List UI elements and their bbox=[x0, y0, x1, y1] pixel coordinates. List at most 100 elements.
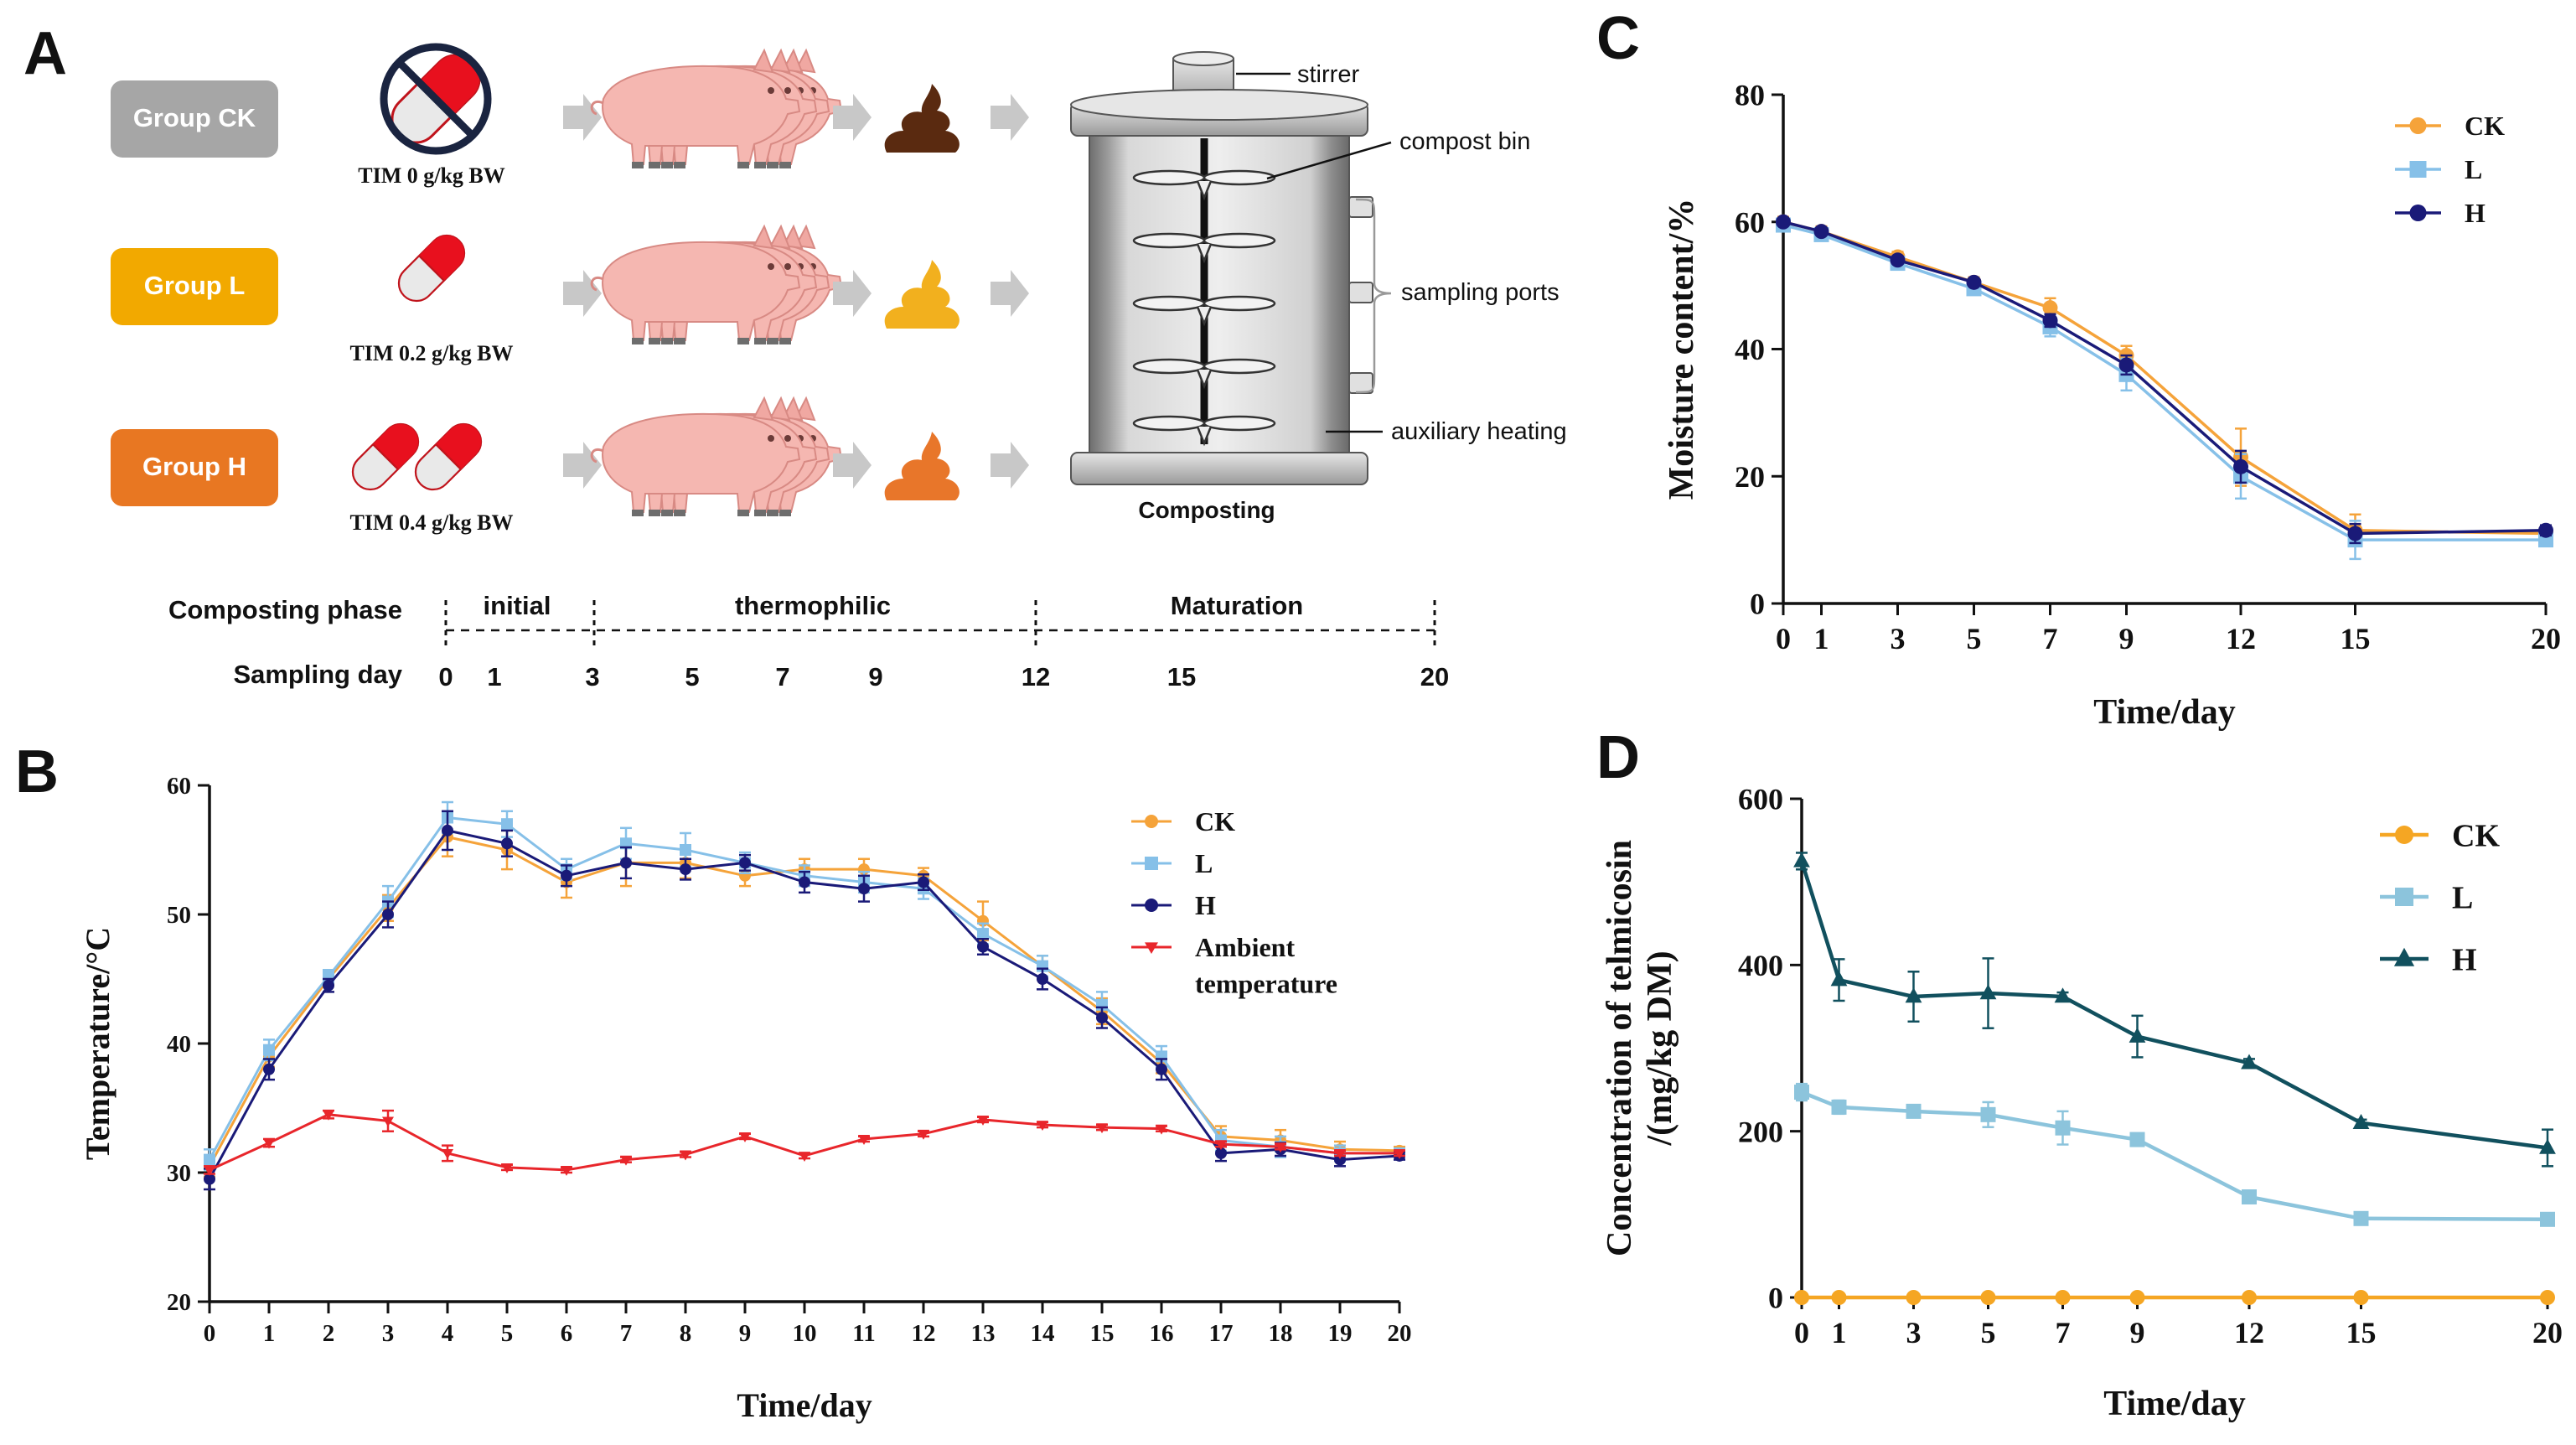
data-point bbox=[1776, 214, 1791, 230]
y-tick-label: 50 bbox=[167, 902, 191, 929]
data-point bbox=[1794, 1290, 1809, 1305]
sampling-port-icons bbox=[1348, 196, 1373, 394]
legend-label: L bbox=[2465, 154, 2482, 184]
data-point bbox=[2129, 1132, 2145, 1147]
sampling-timeline: Composting phase Sampling day initial th… bbox=[168, 591, 1449, 691]
panel-label-b: B bbox=[15, 738, 59, 805]
y-tick-label: 40 bbox=[167, 1031, 191, 1058]
sampling-day-tick: 9 bbox=[868, 662, 882, 691]
composting-reactor: stirrer compost bin sampling ports auxil… bbox=[1070, 51, 1567, 523]
x-axis-title: Time/day bbox=[2103, 1385, 2246, 1423]
data-point bbox=[2054, 987, 2072, 1003]
x-tick-label: 15 bbox=[1090, 1320, 1115, 1347]
data-point bbox=[2233, 458, 2248, 474]
legend-label: CK bbox=[2465, 111, 2505, 141]
legend-label: Ambient temperature bbox=[1195, 932, 1337, 998]
y-tick-label: 20 bbox=[167, 1289, 191, 1316]
x-tick-label: 1 bbox=[1814, 622, 1829, 655]
data-point bbox=[1037, 973, 1048, 985]
legend-label: H bbox=[2452, 942, 2477, 977]
data-point bbox=[501, 837, 513, 850]
data-point bbox=[977, 940, 989, 953]
group-h-box bbox=[111, 429, 278, 506]
sampling-ports-label: sampling ports bbox=[1401, 279, 1560, 306]
x-tick-label: 5 bbox=[1981, 1316, 1996, 1349]
legend-label: L bbox=[2452, 880, 2473, 915]
x-tick-label: 14 bbox=[1031, 1320, 1055, 1347]
x-tick-label: 12 bbox=[2234, 1316, 2264, 1349]
phase-thermophilic: thermophilic bbox=[735, 591, 891, 620]
data-point bbox=[918, 1129, 929, 1140]
x-tick-label: 1 bbox=[1832, 1316, 1847, 1349]
panel-label-d: D bbox=[1596, 724, 1640, 791]
x-tick-label: 15 bbox=[2341, 622, 2371, 655]
x-tick-label: 20 bbox=[2531, 622, 2561, 655]
x-tick-label: 5 bbox=[501, 1320, 514, 1347]
double-capsule-icon bbox=[344, 416, 489, 498]
x-tick-label: 2 bbox=[323, 1320, 335, 1347]
legend: CK LH Ambient temperature bbox=[1131, 806, 1337, 998]
data-point bbox=[2042, 313, 2058, 329]
phase-maturation: Maturation bbox=[1171, 591, 1303, 620]
group-l-label: Group L bbox=[144, 271, 246, 300]
legend-label-line: Ambient bbox=[1195, 932, 1295, 962]
y-tick-label: 0 bbox=[1768, 1282, 1783, 1315]
data-point bbox=[263, 1063, 275, 1075]
legend-label: H bbox=[1195, 890, 1216, 920]
data-point bbox=[1831, 1290, 1847, 1305]
x-tick-label: 12 bbox=[2226, 622, 2256, 655]
data-point bbox=[1215, 1147, 1227, 1159]
x-tick-label: 12 bbox=[912, 1320, 936, 1347]
data-point bbox=[977, 928, 989, 940]
group-ck-dose: TIM 0 g/kg BW bbox=[358, 163, 505, 188]
data-point bbox=[204, 1173, 215, 1185]
data-point bbox=[1394, 1149, 1405, 1159]
y-tick-label: 30 bbox=[167, 1160, 191, 1187]
series-ck bbox=[1794, 1290, 2555, 1305]
data-point bbox=[2538, 522, 2553, 538]
data-point bbox=[858, 883, 870, 895]
series-h bbox=[1793, 852, 2556, 1168]
x-tick-label: 7 bbox=[2043, 622, 2058, 655]
data-point bbox=[382, 1116, 394, 1127]
data-point bbox=[1156, 1124, 1167, 1135]
data-point bbox=[799, 1152, 810, 1162]
feces-icon bbox=[884, 260, 960, 329]
data-point bbox=[204, 1166, 215, 1176]
data-point bbox=[918, 876, 929, 888]
pig-herd-icon bbox=[592, 398, 841, 516]
composting-caption: Composting bbox=[1138, 497, 1275, 523]
data-point bbox=[620, 857, 632, 869]
data-point bbox=[2540, 1290, 2555, 1305]
phase-initial: initial bbox=[484, 591, 551, 620]
data-point bbox=[1906, 1103, 1922, 1119]
data-point bbox=[2242, 1290, 2257, 1305]
data-point bbox=[561, 1166, 572, 1176]
legend-label: CK bbox=[1195, 806, 1235, 836]
data-point bbox=[2055, 1120, 2071, 1136]
x-tick-label: 15 bbox=[2346, 1316, 2377, 1349]
sampling-day-tick: 7 bbox=[775, 662, 789, 691]
x-tick-label: 3 bbox=[382, 1320, 395, 1347]
group-l-box bbox=[111, 248, 278, 325]
data-point bbox=[323, 979, 334, 992]
data-point bbox=[1890, 252, 1906, 268]
data-point bbox=[620, 1155, 632, 1166]
x-tick-label: 7 bbox=[2056, 1316, 2071, 1349]
data-point bbox=[1156, 1063, 1167, 1075]
data-point bbox=[1905, 987, 1922, 1003]
data-point bbox=[1037, 1121, 1048, 1132]
group-l-dose: TIM 0.2 g/kg BW bbox=[349, 341, 513, 365]
group-ck-label: Group CK bbox=[133, 103, 256, 132]
data-point bbox=[739, 1132, 751, 1142]
x-tick-label: 4 bbox=[442, 1320, 454, 1347]
data-point bbox=[2129, 1290, 2145, 1305]
legend: CK LH bbox=[2380, 818, 2500, 977]
legend-label-line: temperature bbox=[1195, 968, 1337, 998]
legend-marker bbox=[1145, 942, 1158, 954]
x-tick-label: 3 bbox=[1891, 622, 1906, 655]
data-point bbox=[1096, 1123, 1108, 1134]
sampling-day-tick: 3 bbox=[585, 662, 599, 691]
